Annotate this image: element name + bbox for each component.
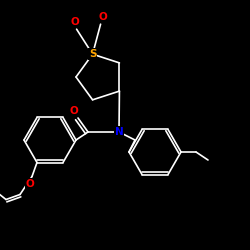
Text: O: O (98, 12, 107, 22)
Text: O: O (26, 178, 34, 188)
Text: S: S (89, 49, 96, 59)
Text: N: N (114, 127, 124, 137)
Text: O: O (70, 106, 78, 116)
Text: O: O (70, 17, 79, 27)
